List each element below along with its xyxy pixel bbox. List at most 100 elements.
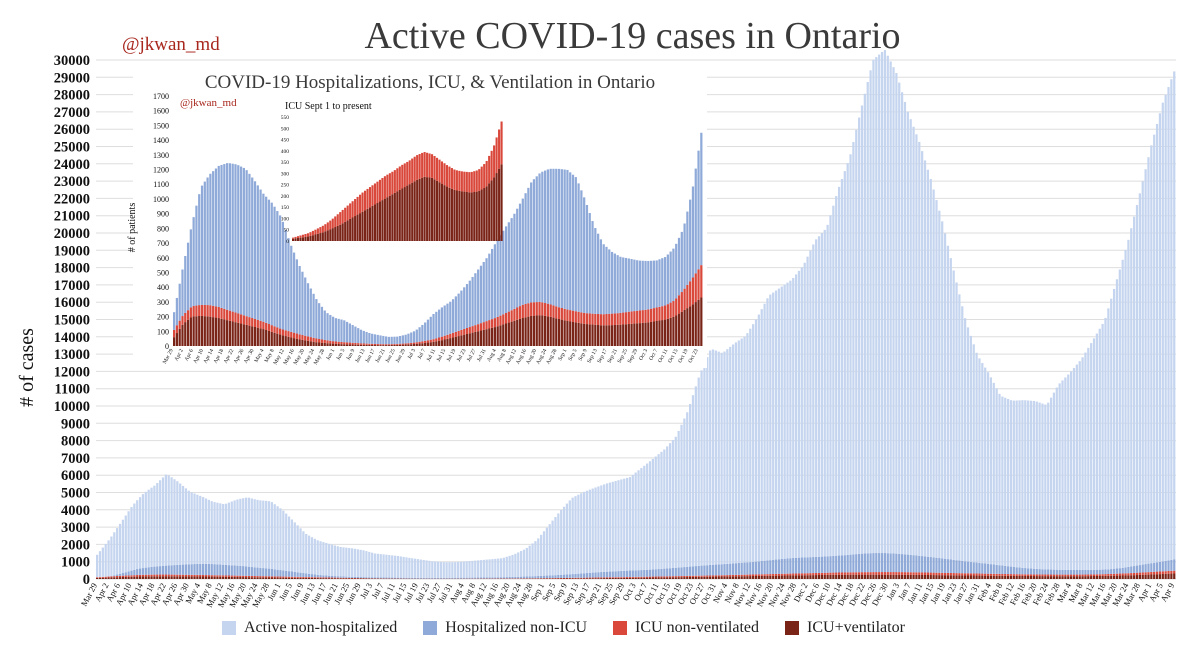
bar-segment — [230, 576, 233, 579]
inset-bar-segment — [627, 324, 630, 346]
bar-segment — [353, 578, 357, 579]
bar-segment — [305, 577, 308, 578]
legend-label: Hospitalized non-ICU — [445, 619, 588, 636]
bar-segment — [1167, 87, 1170, 561]
bar-segment — [1029, 568, 1033, 575]
bar-segment — [107, 576, 110, 578]
bar-segment — [1098, 574, 1101, 576]
bar-segment — [628, 477, 632, 571]
bar-segment — [806, 557, 809, 574]
bar-segment — [216, 575, 219, 577]
inset-x-tick-label: Apr 2 — [174, 348, 185, 362]
icu-bar-segment — [490, 150, 493, 181]
bar-segment — [328, 543, 331, 576]
bar-segment — [617, 577, 620, 578]
bar-segment — [167, 565, 170, 575]
bar-segment — [359, 577, 362, 579]
inset-bar-segment — [549, 304, 552, 317]
bar-segment — [766, 298, 769, 561]
inset-bar-segment — [569, 321, 572, 346]
bar-segment — [1055, 387, 1058, 570]
bar-segment — [233, 565, 236, 576]
y-tick-label: 20000 — [54, 226, 90, 242]
inset-bar-segment — [630, 323, 633, 346]
inset-bar-segment — [599, 314, 603, 326]
bar-segment — [118, 575, 122, 578]
bar-segment — [895, 553, 898, 573]
bar-segment — [1110, 298, 1113, 570]
bar-segment — [310, 574, 314, 578]
bar-segment — [267, 501, 271, 569]
inset-bar-segment — [516, 319, 519, 346]
inset-bar-segment — [644, 260, 647, 310]
inset-x-tick-label: Jul 31 — [476, 348, 488, 363]
inset-bar-segment — [583, 323, 586, 346]
bar-segment — [1161, 561, 1164, 572]
inset-bar-segment — [619, 324, 622, 346]
inset-bar-segment — [496, 239, 499, 317]
bar-segment — [479, 560, 483, 578]
inset-bar-segment — [212, 171, 215, 306]
bar-segment — [147, 489, 150, 568]
bar-segment — [1084, 569, 1087, 575]
bar-segment — [196, 574, 199, 577]
bar-segment — [213, 564, 216, 576]
icu-bar-segment — [406, 161, 409, 186]
inset-bar-segment — [203, 316, 206, 346]
bar-segment — [634, 576, 637, 578]
bar-segment — [674, 577, 677, 579]
bar-segment — [734, 563, 738, 575]
bar-segment — [1115, 568, 1119, 574]
bar-segment — [792, 575, 795, 579]
inset-bar-segment — [585, 324, 589, 346]
bar-segment — [497, 558, 500, 578]
inset-bar-segment — [270, 202, 273, 326]
inset-bar-segment — [276, 327, 279, 334]
bar-segment — [1087, 574, 1090, 577]
bar-segment — [1029, 400, 1033, 569]
bar-segment — [875, 574, 878, 579]
bar-segment — [456, 577, 460, 579]
bar-segment — [614, 571, 617, 578]
bar-segment — [328, 575, 331, 578]
bar-segment — [614, 481, 617, 572]
bar-segment — [110, 577, 113, 579]
bar-segment — [961, 575, 964, 579]
bar-segment — [425, 560, 428, 578]
y-tick-label: 22000 — [54, 191, 90, 207]
bar-segment — [975, 562, 978, 574]
bar-segment — [683, 575, 686, 578]
bar-segment — [199, 495, 202, 564]
inset-bar-segment — [468, 280, 471, 328]
bar-segment — [580, 493, 583, 574]
bar-segment — [170, 574, 173, 577]
bar-segment — [353, 576, 357, 578]
inset-bar-segment — [217, 318, 220, 346]
icu-inset-title: ICU Sept 1 to present — [285, 101, 372, 112]
bar-segment — [972, 562, 975, 574]
bar-segment — [737, 576, 740, 579]
bar-segment — [886, 574, 889, 579]
bar-segment — [130, 570, 133, 576]
bar-segment — [789, 280, 792, 559]
bar-segment — [201, 563, 205, 576]
bar-segment — [800, 573, 803, 576]
inset-bar-segment — [602, 314, 605, 326]
bar-segment — [502, 557, 506, 578]
bar-segment — [900, 574, 904, 579]
inset-bar-segment — [345, 342, 349, 345]
bar-segment — [863, 574, 866, 579]
bar-segment — [276, 506, 279, 570]
bar-segment — [780, 575, 783, 579]
inset-bar-segment — [173, 337, 176, 346]
bar-segment — [883, 572, 887, 575]
bar-segment — [465, 577, 468, 579]
bar-segment — [668, 443, 672, 569]
bar-segment — [585, 578, 589, 579]
inset-bar-segment — [544, 170, 547, 304]
icu-bar-segment — [388, 195, 391, 241]
bar-segment — [307, 535, 311, 574]
bar-segment — [1087, 347, 1090, 570]
y-tick-label: 6000 — [61, 468, 90, 484]
bar-segment — [1101, 575, 1104, 579]
